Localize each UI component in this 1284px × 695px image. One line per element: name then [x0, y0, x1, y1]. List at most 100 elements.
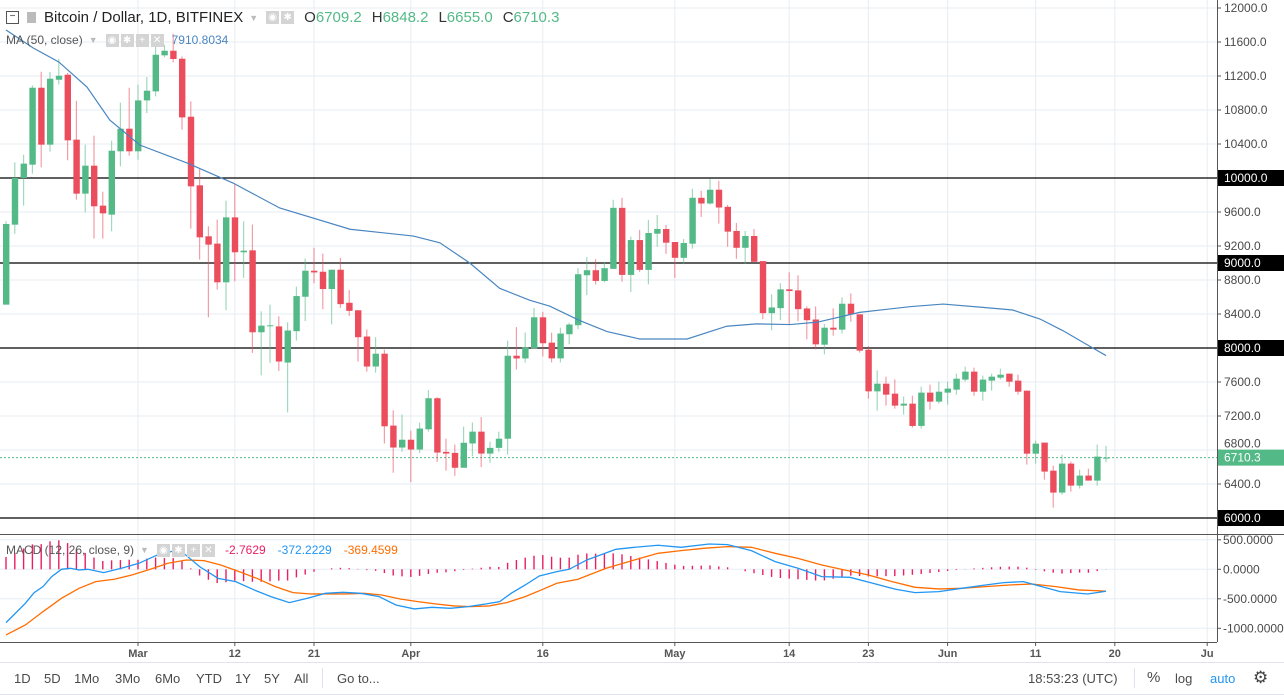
candle-body[interactable]	[847, 303, 855, 315]
candle-body[interactable]	[214, 243, 221, 283]
candle-body[interactable]	[513, 355, 520, 359]
candle-body[interactable]	[768, 307, 775, 314]
candle-body[interactable]	[1015, 380, 1022, 392]
chart-canvas[interactable]: 12000.0 11600.0 11200.0 10800.0 10400.0 9600.…	[0, 0, 1284, 662]
candle-body[interactable]	[883, 383, 890, 395]
candle-body[interactable]	[874, 383, 881, 392]
symbol-title[interactable]: Bitcoin / Dollar, 1D, BITFINEX	[44, 9, 244, 26]
candle-body[interactable]	[742, 235, 749, 248]
candle-body[interactable]	[1085, 475, 1092, 481]
candle-body[interactable]	[856, 314, 863, 351]
candle-body[interactable]	[944, 388, 951, 393]
candle-body[interactable]	[267, 325, 274, 327]
candle-body[interactable]	[971, 371, 978, 392]
candle-body[interactable]	[451, 452, 459, 468]
range-6mo-button[interactable]: 6Mo	[155, 671, 181, 686]
plus-icon[interactable]: +	[186, 543, 200, 557]
close-icon[interactable]: ✕	[150, 33, 164, 47]
ma-title[interactable]: MA (50, close)	[6, 33, 83, 47]
candle-body[interactable]	[11, 178, 19, 225]
eye-icon[interactable]: ◉	[105, 33, 119, 47]
candle-body[interactable]	[601, 268, 608, 281]
candle-body[interactable]	[29, 87, 36, 165]
candle-body[interactable]	[425, 398, 432, 430]
clock[interactable]: 18:53:23 (UTC)	[1028, 671, 1118, 686]
candle-body[interactable]	[707, 189, 714, 204]
candle-body[interactable]	[619, 207, 626, 275]
candle-body[interactable]	[487, 447, 494, 454]
candle-body[interactable]	[99, 205, 107, 214]
candle-body[interactable]	[1032, 443, 1039, 454]
collapse-legend-icon[interactable]: −	[6, 11, 19, 24]
candle-body[interactable]	[135, 100, 142, 152]
candle-body[interactable]	[1076, 475, 1083, 486]
candle-body[interactable]	[55, 75, 63, 80]
candle-body[interactable]	[249, 250, 256, 333]
candle-body[interactable]	[1050, 470, 1057, 493]
candle-body[interactable]	[812, 319, 819, 345]
candle-body[interactable]	[689, 197, 696, 244]
candle-body[interactable]	[38, 87, 45, 145]
candle-body[interactable]	[82, 165, 89, 194]
candle-body[interactable]	[539, 317, 547, 344]
candle-body[interactable]	[495, 438, 503, 448]
candle-body[interactable]	[302, 270, 309, 297]
candle-body[interactable]	[548, 342, 555, 359]
candle-body[interactable]	[187, 116, 195, 187]
candle-body[interactable]	[355, 310, 362, 338]
candle-body[interactable]	[346, 302, 353, 311]
gear-icon[interactable]: ⚙	[1253, 668, 1269, 687]
candle-body[interactable]	[830, 327, 837, 330]
candle-body[interactable]	[865, 349, 872, 392]
candle-body[interactable]	[715, 189, 723, 208]
gear-icon[interactable]: ✱	[281, 11, 295, 24]
candle-body[interactable]	[583, 270, 591, 276]
candle-body[interactable]	[91, 165, 98, 207]
candle-body[interactable]	[733, 230, 740, 248]
range-3mo-button[interactable]: 3Mo	[115, 671, 141, 686]
candle-body[interactable]	[918, 392, 925, 426]
candle-body[interactable]	[399, 439, 406, 448]
macd-title[interactable]: MACD (12, 26, close, 9)	[6, 543, 135, 557]
candle-body[interactable]	[759, 261, 767, 314]
chevron-down-icon[interactable]: ▼	[140, 545, 149, 555]
candle-body[interactable]	[117, 128, 124, 152]
candle-body[interactable]	[126, 128, 133, 152]
candle-body[interactable]	[531, 317, 538, 349]
candle-body[interactable]	[73, 139, 80, 194]
log-toggle[interactable]: log	[1175, 671, 1193, 686]
range-5d-button[interactable]: 5D	[44, 671, 61, 686]
range-5y-button[interactable]: 5Y	[264, 671, 280, 686]
plus-icon[interactable]: +	[135, 33, 149, 47]
candle-body[interactable]	[1006, 373, 1013, 382]
candle-body[interactable]	[557, 333, 564, 359]
candle-body[interactable]	[610, 207, 617, 269]
candle-body[interactable]	[311, 270, 318, 273]
range-1mo-button[interactable]: 1Mo	[74, 671, 100, 686]
close-icon[interactable]: ✕	[201, 543, 215, 557]
candle-body[interactable]	[654, 229, 661, 234]
candle-body[interactable]	[443, 451, 450, 454]
candle-body[interactable]	[724, 206, 731, 232]
candle-body[interactable]	[363, 336, 371, 367]
range-1d-button[interactable]: 1D	[14, 671, 31, 686]
percent-toggle[interactable]: %	[1147, 669, 1161, 686]
candle-body[interactable]	[821, 327, 828, 345]
range-ytd-button[interactable]: YTD	[196, 671, 222, 686]
candle-body[interactable]	[416, 428, 423, 450]
candle-body[interactable]	[179, 58, 186, 118]
candle-body[interactable]	[319, 271, 327, 290]
candle-body[interactable]	[275, 326, 283, 362]
candle-body[interactable]	[575, 274, 582, 326]
candle-body[interactable]	[627, 240, 635, 275]
candle-body[interactable]	[478, 431, 485, 454]
candle-body[interactable]	[698, 197, 705, 204]
candle-body[interactable]	[170, 50, 177, 59]
candle-body[interactable]	[20, 163, 27, 178]
candle-body[interactable]	[205, 236, 212, 245]
candle-body[interactable]	[909, 403, 916, 426]
candle-body[interactable]	[997, 374, 1004, 378]
candle-body[interactable]	[566, 324, 573, 335]
range-1y-button[interactable]: 1Y	[235, 671, 251, 686]
gear-icon[interactable]: ✱	[120, 33, 134, 47]
